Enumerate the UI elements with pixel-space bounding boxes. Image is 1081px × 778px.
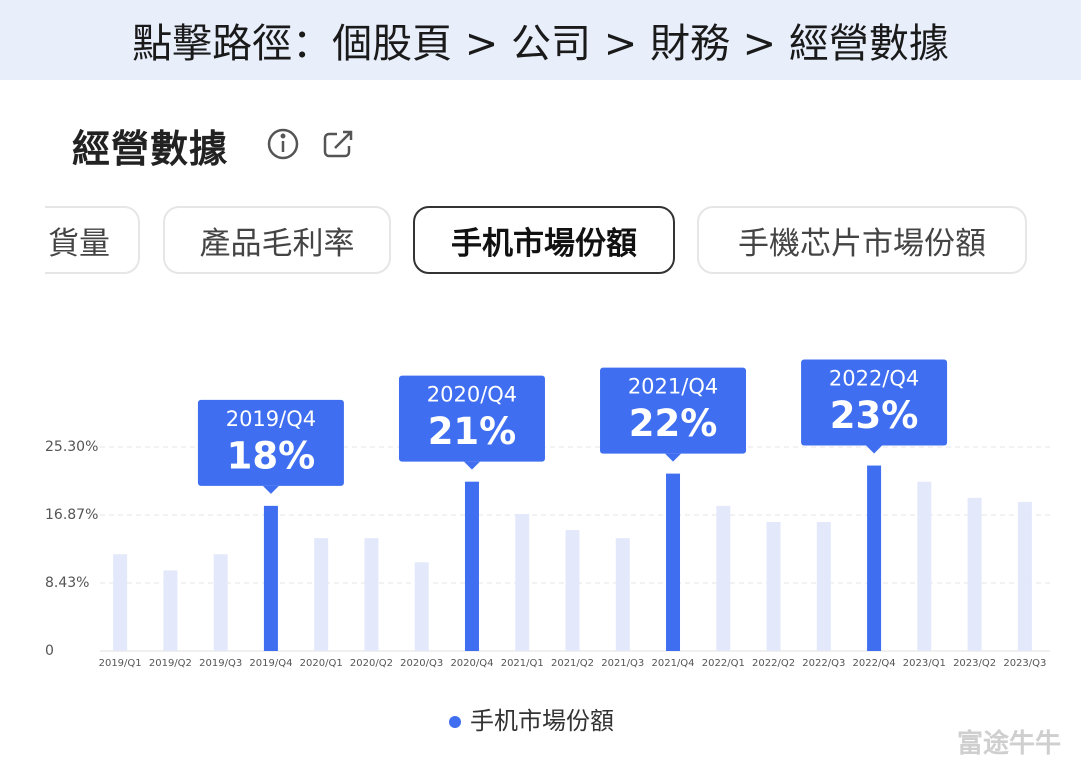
tab-bar: 貨量 產品毛利率 手机市場份額 手機芯片市場份額 <box>45 204 1081 280</box>
value-label: 21% <box>428 410 517 453</box>
bar <box>816 521 831 651</box>
breadcrumb: 點擊路徑：個股頁 > 公司 > 財務 > 經營數據 <box>0 0 1081 80</box>
share-icon[interactable] <box>323 130 353 158</box>
callout: 2022/Q4 23% <box>801 359 948 454</box>
section-title: 經營數據 <box>72 127 229 171</box>
callout: 2021/Q4 22% <box>600 367 747 462</box>
value-label: 18% <box>227 434 316 477</box>
bar <box>1017 501 1032 651</box>
x-tick-label: 2019/Q3 <box>199 658 242 669</box>
y-tick-label: 0 <box>45 643 54 659</box>
callout-category: 2022/Q4 <box>829 367 919 391</box>
bar <box>917 481 932 651</box>
callout-category: 2019/Q4 <box>226 407 316 431</box>
callout-pointer <box>262 485 279 494</box>
x-tick-label: 2022/Q4 <box>853 658 896 669</box>
y-tick-label: 16.87% <box>45 507 98 523</box>
callout-pointer <box>866 445 883 454</box>
x-tick-label: 2019/Q2 <box>149 658 192 669</box>
x-tick-label: 2020/Q4 <box>450 658 493 669</box>
x-tick-label: 2020/Q2 <box>350 658 393 669</box>
bar <box>766 521 781 651</box>
x-tick-label: 2020/Q3 <box>400 658 443 669</box>
bar <box>615 538 630 651</box>
callout-box <box>398 375 545 462</box>
x-tick-label: 2021/Q4 <box>651 658 694 669</box>
info-icon[interactable] <box>267 128 299 160</box>
callout: 2020/Q4 21% <box>398 375 545 470</box>
bar <box>666 473 681 651</box>
bar <box>163 570 178 651</box>
bar <box>867 465 882 651</box>
x-tick-label: 2019/Q4 <box>249 658 292 669</box>
bar <box>515 513 530 651</box>
x-tick-label: 2023/Q2 <box>953 658 996 669</box>
callout-category: 2021/Q4 <box>628 375 718 399</box>
x-tick-label: 2023/Q1 <box>903 658 946 669</box>
x-tick-label: 2019/Q1 <box>99 658 142 669</box>
legend-swatch <box>449 716 461 728</box>
x-tick-label: 2021/Q1 <box>501 658 544 669</box>
callout-box <box>197 399 344 486</box>
x-tick-label: 2022/Q1 <box>702 658 745 669</box>
value-label: 23% <box>830 394 919 437</box>
callout-box <box>801 359 948 446</box>
title-icons <box>267 128 353 160</box>
bar <box>213 554 228 651</box>
callout-box <box>600 367 747 454</box>
x-tick-label: 2020/Q1 <box>300 658 343 669</box>
bar <box>113 554 128 651</box>
tab[interactable]: 手机市場份額 <box>413 206 675 274</box>
x-tick-label: 2021/Q2 <box>551 658 594 669</box>
callout: 2019/Q4 18% <box>197 399 344 494</box>
bar <box>565 530 580 651</box>
x-tick-label: 2023/Q3 <box>1003 658 1046 669</box>
bar <box>716 505 731 651</box>
y-tick-label: 25.30% <box>45 439 98 455</box>
bar <box>464 481 479 651</box>
x-tick-label: 2021/Q3 <box>601 658 644 669</box>
watermark: 富途牛牛 <box>956 729 1061 759</box>
callout-pointer <box>463 461 480 470</box>
x-tick-label: 2022/Q3 <box>802 658 845 669</box>
tab[interactable]: 手機芯片市場份額 <box>697 206 1027 274</box>
y-tick-label: 8.43% <box>45 575 89 591</box>
bar <box>967 497 982 651</box>
bar <box>263 505 278 651</box>
x-tick-label: 2022/Q2 <box>752 658 795 669</box>
tab[interactable]: 貨量 <box>45 206 140 274</box>
bar <box>364 538 379 651</box>
callout-pointer <box>665 453 682 462</box>
chart: 0 8.43% 16.87% 25.30% 2019/Q1 2019/Q2 2019/Q3 2… <box>45 359 1050 735</box>
bar <box>314 538 329 651</box>
callout-category: 2020/Q4 <box>427 383 517 407</box>
legend-label: 手机市場份額 <box>470 707 614 735</box>
tab[interactable]: 產品毛利率 <box>163 206 391 274</box>
bar <box>414 562 429 651</box>
value-label: 22% <box>629 402 718 445</box>
